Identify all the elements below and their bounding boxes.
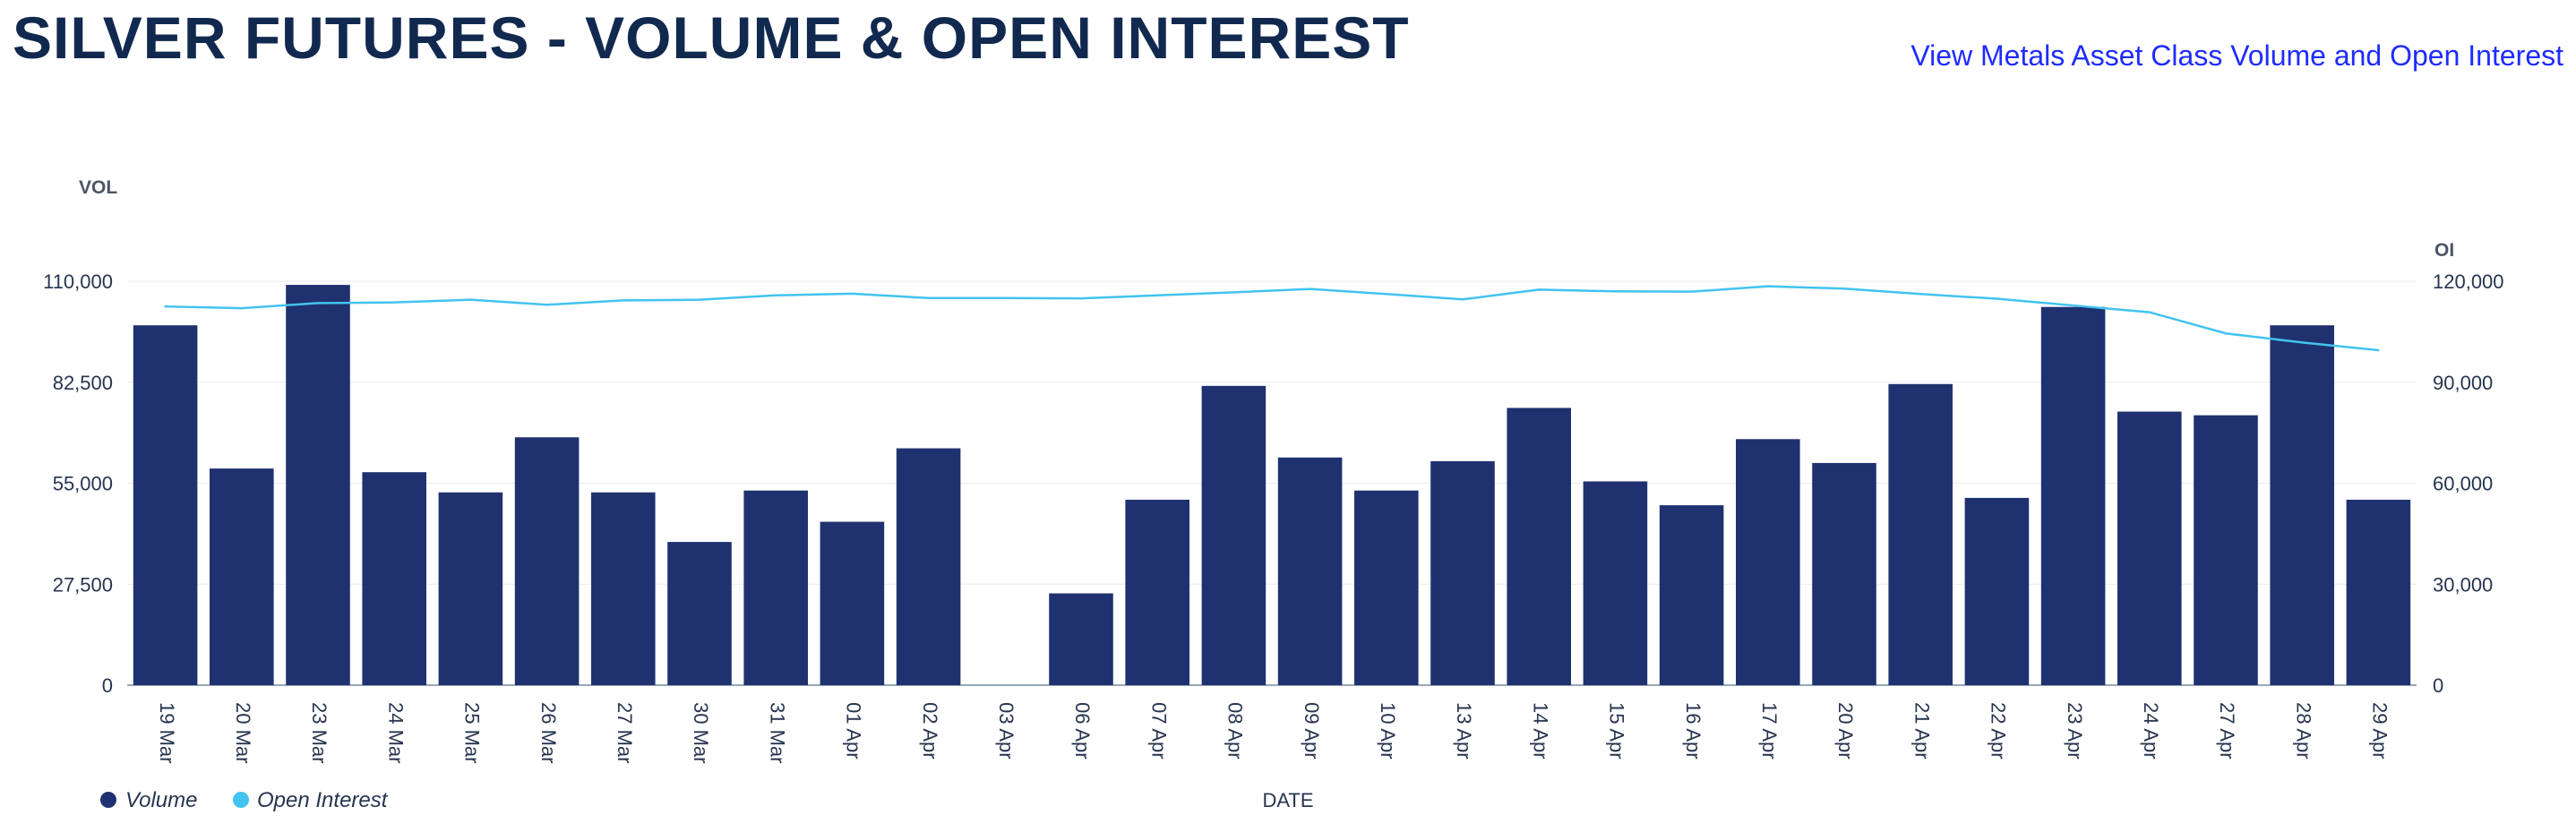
volume-bar[interactable] [591, 492, 656, 685]
volume-bar[interactable] [1659, 505, 1724, 685]
x-tick-label: 02 Apr [919, 702, 941, 760]
x-tick-label: 31 Mar [766, 702, 788, 763]
x-axis-title: DATE [1262, 789, 1313, 811]
volume-bar[interactable] [2117, 411, 2182, 685]
open-interest-line[interactable] [164, 285, 2380, 352]
volume-bar[interactable] [1125, 499, 1189, 685]
x-tick-label: 24 Apr [2140, 702, 2162, 760]
legend-volume-label[interactable]: Volume [125, 788, 197, 812]
x-tick-label: 08 Apr [1224, 702, 1247, 760]
x-tick-label: 15 Apr [1606, 702, 1628, 760]
x-tick-label: 13 Apr [1453, 702, 1475, 760]
x-tick-label: 27 Mar [614, 702, 636, 763]
volume-bar[interactable] [896, 448, 961, 685]
x-tick-label: 07 Apr [1147, 702, 1170, 760]
x-tick-label: 26 Mar [537, 702, 560, 763]
volume-bar[interactable] [286, 285, 350, 685]
legend-open-interest-icon [233, 792, 249, 808]
volume-bar[interactable] [2194, 415, 2258, 685]
x-tick-label: 27 Apr [2216, 702, 2238, 760]
volume-bar[interactable] [1049, 593, 1113, 686]
x-tick-label: 24 Mar [384, 702, 407, 763]
volume-bar[interactable] [210, 468, 274, 685]
right-tick-label: 0 [2433, 674, 2443, 697]
volume-bar[interactable] [1736, 439, 1800, 685]
x-tick-label: 23 Mar [308, 702, 331, 763]
volume-bar[interactable] [1507, 408, 1571, 685]
page-title: SILVER FUTURES - VOLUME & OPEN INTEREST [13, 4, 1410, 71]
x-tick-label: 16 Apr [1682, 702, 1704, 760]
volume-bar[interactable] [1964, 497, 2030, 685]
volume-bar[interactable] [2270, 325, 2334, 685]
legend-volume-icon [100, 792, 116, 808]
volume-bar[interactable] [667, 542, 732, 685]
volume-bar[interactable] [820, 521, 885, 685]
x-tick-label: 10 Apr [1377, 702, 1399, 760]
left-tick-label: 0 [102, 674, 113, 697]
x-tick-label: 06 Apr [1071, 702, 1094, 760]
volume-bar[interactable] [362, 472, 426, 685]
volume-bar[interactable] [2040, 306, 2106, 685]
volume-bar[interactable] [1277, 457, 1343, 685]
x-tick-label: 23 Apr [2064, 702, 2086, 760]
x-tick-label: 14 Apr [1529, 702, 1551, 760]
left-tick-label: 110,000 [43, 270, 113, 293]
right-tick-label: 120,000 [2433, 270, 2504, 293]
right-tick-label: 60,000 [2433, 473, 2493, 495]
x-tick-label: 25 Mar [461, 702, 484, 763]
left-tick-label: 27,500 [53, 573, 113, 596]
legend-open-interest-label[interactable]: Open Interest [257, 788, 389, 812]
x-tick-label: 20 Apr [1834, 702, 1857, 760]
volume-bar[interactable] [1430, 460, 1495, 685]
x-tick-label: 21 Apr [1911, 702, 1933, 760]
volume-bar[interactable] [438, 492, 503, 685]
volume-bar[interactable] [133, 325, 198, 685]
metals-volume-open-interest-link[interactable]: View Metals Asset Class Volume and Open … [1911, 39, 2563, 72]
left-tick-label: 82,500 [53, 372, 113, 394]
x-tick-label: 19 Mar [156, 702, 178, 763]
x-tick-label: 29 Apr [2369, 702, 2391, 760]
volume-bar[interactable] [2346, 499, 2411, 685]
volume-bar[interactable] [1583, 481, 1648, 685]
volume-bar[interactable] [1888, 383, 1953, 685]
x-tick-label: 03 Apr [995, 702, 1018, 760]
right-axis-title: OI [2434, 240, 2454, 261]
x-tick-label: 17 Apr [1758, 702, 1781, 760]
volume-bar[interactable] [743, 490, 808, 685]
x-tick-label: 30 Mar [690, 702, 712, 763]
x-tick-label: 22 Apr [1988, 702, 2010, 760]
volume-bar[interactable] [1354, 490, 1419, 685]
volume-bar[interactable] [1812, 462, 1876, 685]
x-tick-label: 09 Apr [1301, 702, 1323, 760]
left-axis-title: VOL [79, 177, 117, 198]
right-tick-label: 90,000 [2433, 372, 2493, 394]
left-tick-label: 55,000 [53, 473, 113, 495]
x-tick-label: 20 Mar [232, 702, 254, 763]
x-tick-label: 01 Apr [843, 702, 865, 760]
volume-bar[interactable] [514, 437, 580, 685]
volume-bar[interactable] [1201, 385, 1267, 685]
x-tick-label: 28 Apr [2292, 702, 2314, 760]
right-tick-label: 30,000 [2433, 573, 2493, 596]
